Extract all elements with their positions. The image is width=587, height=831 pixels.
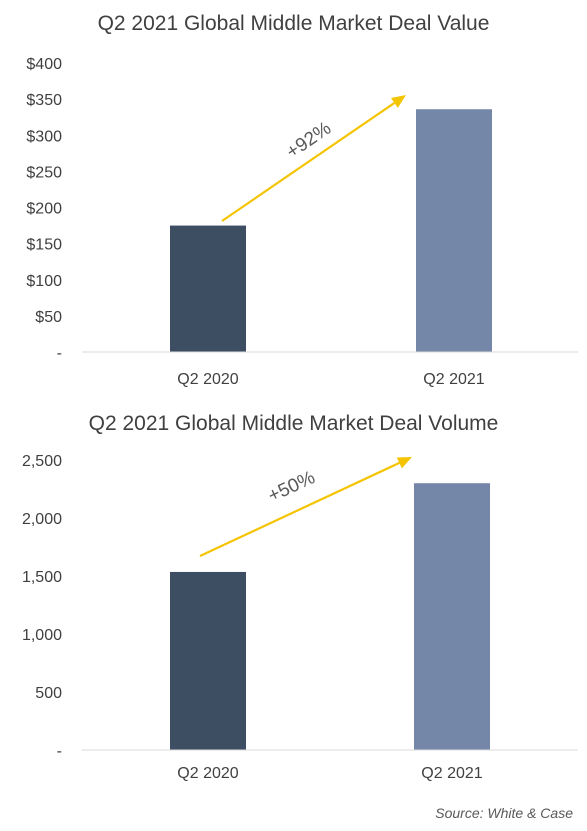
bar-q2-2021 [416, 109, 492, 353]
y-tick-label: 2,000 [22, 511, 62, 528]
growth-annotation: +50% [265, 467, 318, 507]
deal-volume-chart: Q2 2021 Global Middle Market Deal Volume… [0, 400, 587, 795]
deal-volume-plot: - 500 1,000 1,500 2,000 2,500 Q2 2020 Q2 2021 +5… [22, 453, 578, 782]
y-tick-label: $250 [26, 164, 62, 181]
bar-q2-2021 [414, 483, 490, 750]
x-tick-label: Q2 2020 [177, 371, 238, 388]
y-tick-label: - [57, 743, 62, 760]
growth-arrow-line [221, 102, 396, 222]
y-tick-label: 1,000 [22, 627, 62, 644]
chart-title: Q2 2021 Global Middle Market Deal Value [97, 12, 490, 35]
deal-value-chart: Q2 2021 Global Middle Market Deal Value … [0, 0, 587, 390]
growth-arrow-head [391, 95, 406, 108]
bar-q2-2020 [170, 225, 246, 352]
y-tick-label: 500 [35, 685, 62, 702]
y-tick-label: $400 [26, 56, 62, 73]
y-tick-label: 2,500 [22, 453, 62, 470]
y-tick-label: $300 [26, 128, 62, 145]
x-tick-label: Q2 2020 [177, 765, 238, 782]
growth-arrow-head [396, 457, 412, 469]
deal-value-plot: - $50 $100 $150 $200 $250 $300 $350 $400 Q2 2020 Q… [26, 56, 578, 388]
source-note: Source: White & Case [435, 805, 573, 821]
y-tick-label: $150 [26, 237, 62, 254]
y-tick-label: - [57, 345, 62, 362]
chart-title: Q2 2021 Global Middle Market Deal Volume [88, 412, 499, 435]
x-tick-label: Q2 2021 [421, 765, 482, 782]
y-tick-label: $100 [26, 273, 62, 290]
y-tick-label: $350 [26, 92, 62, 109]
y-tick-label: $200 [26, 201, 62, 218]
x-tick-label: Q2 2021 [423, 371, 484, 388]
y-tick-label: 1,500 [22, 569, 62, 586]
bar-q2-2020 [170, 571, 246, 750]
growth-annotation: +92% [283, 118, 335, 163]
y-tick-label: $50 [35, 309, 62, 326]
growth-arrow-line [199, 461, 400, 557]
